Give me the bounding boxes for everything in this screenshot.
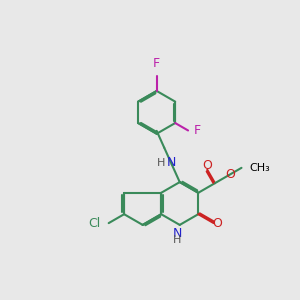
Text: O: O xyxy=(225,169,235,182)
Text: F: F xyxy=(194,124,200,137)
Text: H: H xyxy=(173,236,182,245)
Text: CH₃: CH₃ xyxy=(250,163,271,173)
Text: O: O xyxy=(202,159,212,172)
Text: O: O xyxy=(212,217,222,230)
Text: H: H xyxy=(157,158,165,168)
Text: F: F xyxy=(153,57,160,70)
Text: N: N xyxy=(167,157,176,169)
Text: Cl: Cl xyxy=(88,217,100,230)
Text: N: N xyxy=(173,227,182,240)
